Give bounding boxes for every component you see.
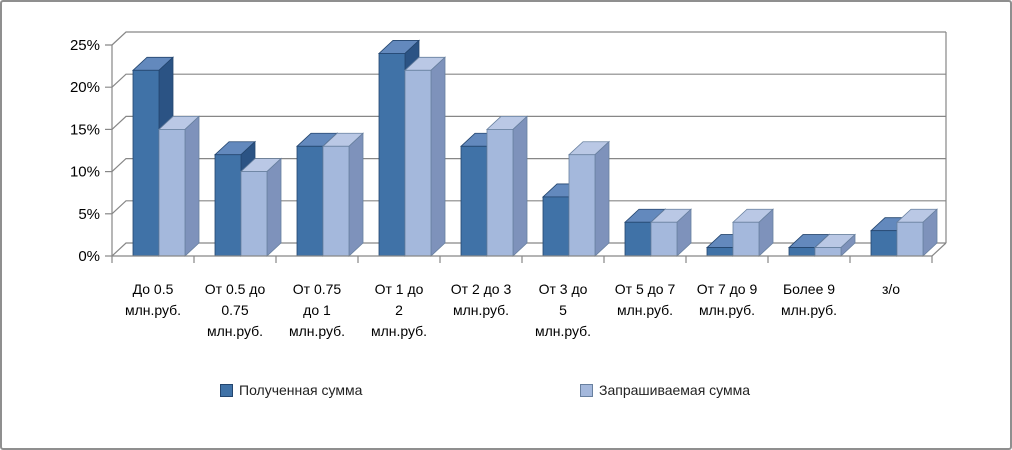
y-tick-label: 15%	[70, 121, 100, 138]
bar-front	[322, 145, 350, 257]
y-tick-label: 25%	[70, 37, 100, 54]
x-category-label: От 1 до 2 млн.руб.	[370, 281, 428, 339]
x-category-label: От 2 до 3 млн.руб.	[450, 281, 512, 318]
x-category-label: з/о	[881, 281, 901, 297]
bar-front	[870, 230, 898, 257]
legend-swatch-received-icon	[220, 383, 233, 397]
bar-front	[378, 53, 406, 257]
bar-front	[814, 247, 842, 257]
x-category-label: От 0.75 до 1 млн.руб.	[288, 281, 346, 339]
bar-front	[650, 221, 678, 257]
bar-side	[430, 56, 446, 257]
bar-front	[486, 129, 514, 257]
bar-side	[184, 115, 200, 257]
x-category-label: От 3 до 5 млн.руб.	[534, 281, 592, 339]
legend-item-requested: Запрашиваемая сумма	[580, 382, 750, 398]
bar-chart-plot: 0% 5% 10% 15% 20% 25%	[70, 31, 947, 265]
y-tick-label: 10%	[70, 164, 100, 181]
bar-front	[568, 154, 596, 257]
bar-front	[896, 221, 924, 257]
legend-item-received: Полученная сумма	[220, 382, 362, 398]
bar-front	[158, 129, 186, 257]
x-category-label: От 7 до 9 млн.руб.	[696, 281, 758, 318]
bar-side	[266, 157, 282, 257]
y-tick-label: 20%	[70, 79, 100, 96]
bar-front	[214, 154, 242, 257]
legend-label-received: Полученная сумма	[239, 382, 363, 398]
bar-front	[542, 196, 570, 257]
bar-front	[788, 247, 816, 257]
bar-side	[348, 132, 364, 257]
bar-front	[624, 221, 652, 257]
bar-front	[460, 145, 488, 257]
gridline	[111, 31, 946, 46]
x-category-label: До 0.5 млн.руб.	[124, 281, 182, 318]
bar-side	[594, 140, 610, 257]
bar-front	[240, 171, 268, 257]
bar-front	[732, 221, 760, 257]
bar-front	[132, 69, 160, 257]
bar-front	[296, 145, 324, 257]
gridline	[111, 158, 946, 173]
legend-label-requested: Запрашиваемая сумма	[599, 382, 751, 398]
x-category-label: От 5 до 7 млн.руб.	[614, 281, 676, 318]
legend-swatch-requested-icon	[580, 383, 593, 397]
bar-side	[512, 115, 528, 257]
y-tick-label: 5%	[78, 206, 100, 223]
gridline	[111, 73, 946, 88]
bar-front	[706, 247, 734, 257]
x-category-label: От 0.5 до 0.75 млн.руб.	[204, 281, 266, 339]
gridline	[111, 115, 946, 130]
gridline	[111, 200, 946, 215]
y-tick-label: 0%	[78, 248, 100, 265]
bar-front	[404, 69, 432, 257]
x-category-label: Более 9 млн.руб.	[780, 281, 838, 318]
